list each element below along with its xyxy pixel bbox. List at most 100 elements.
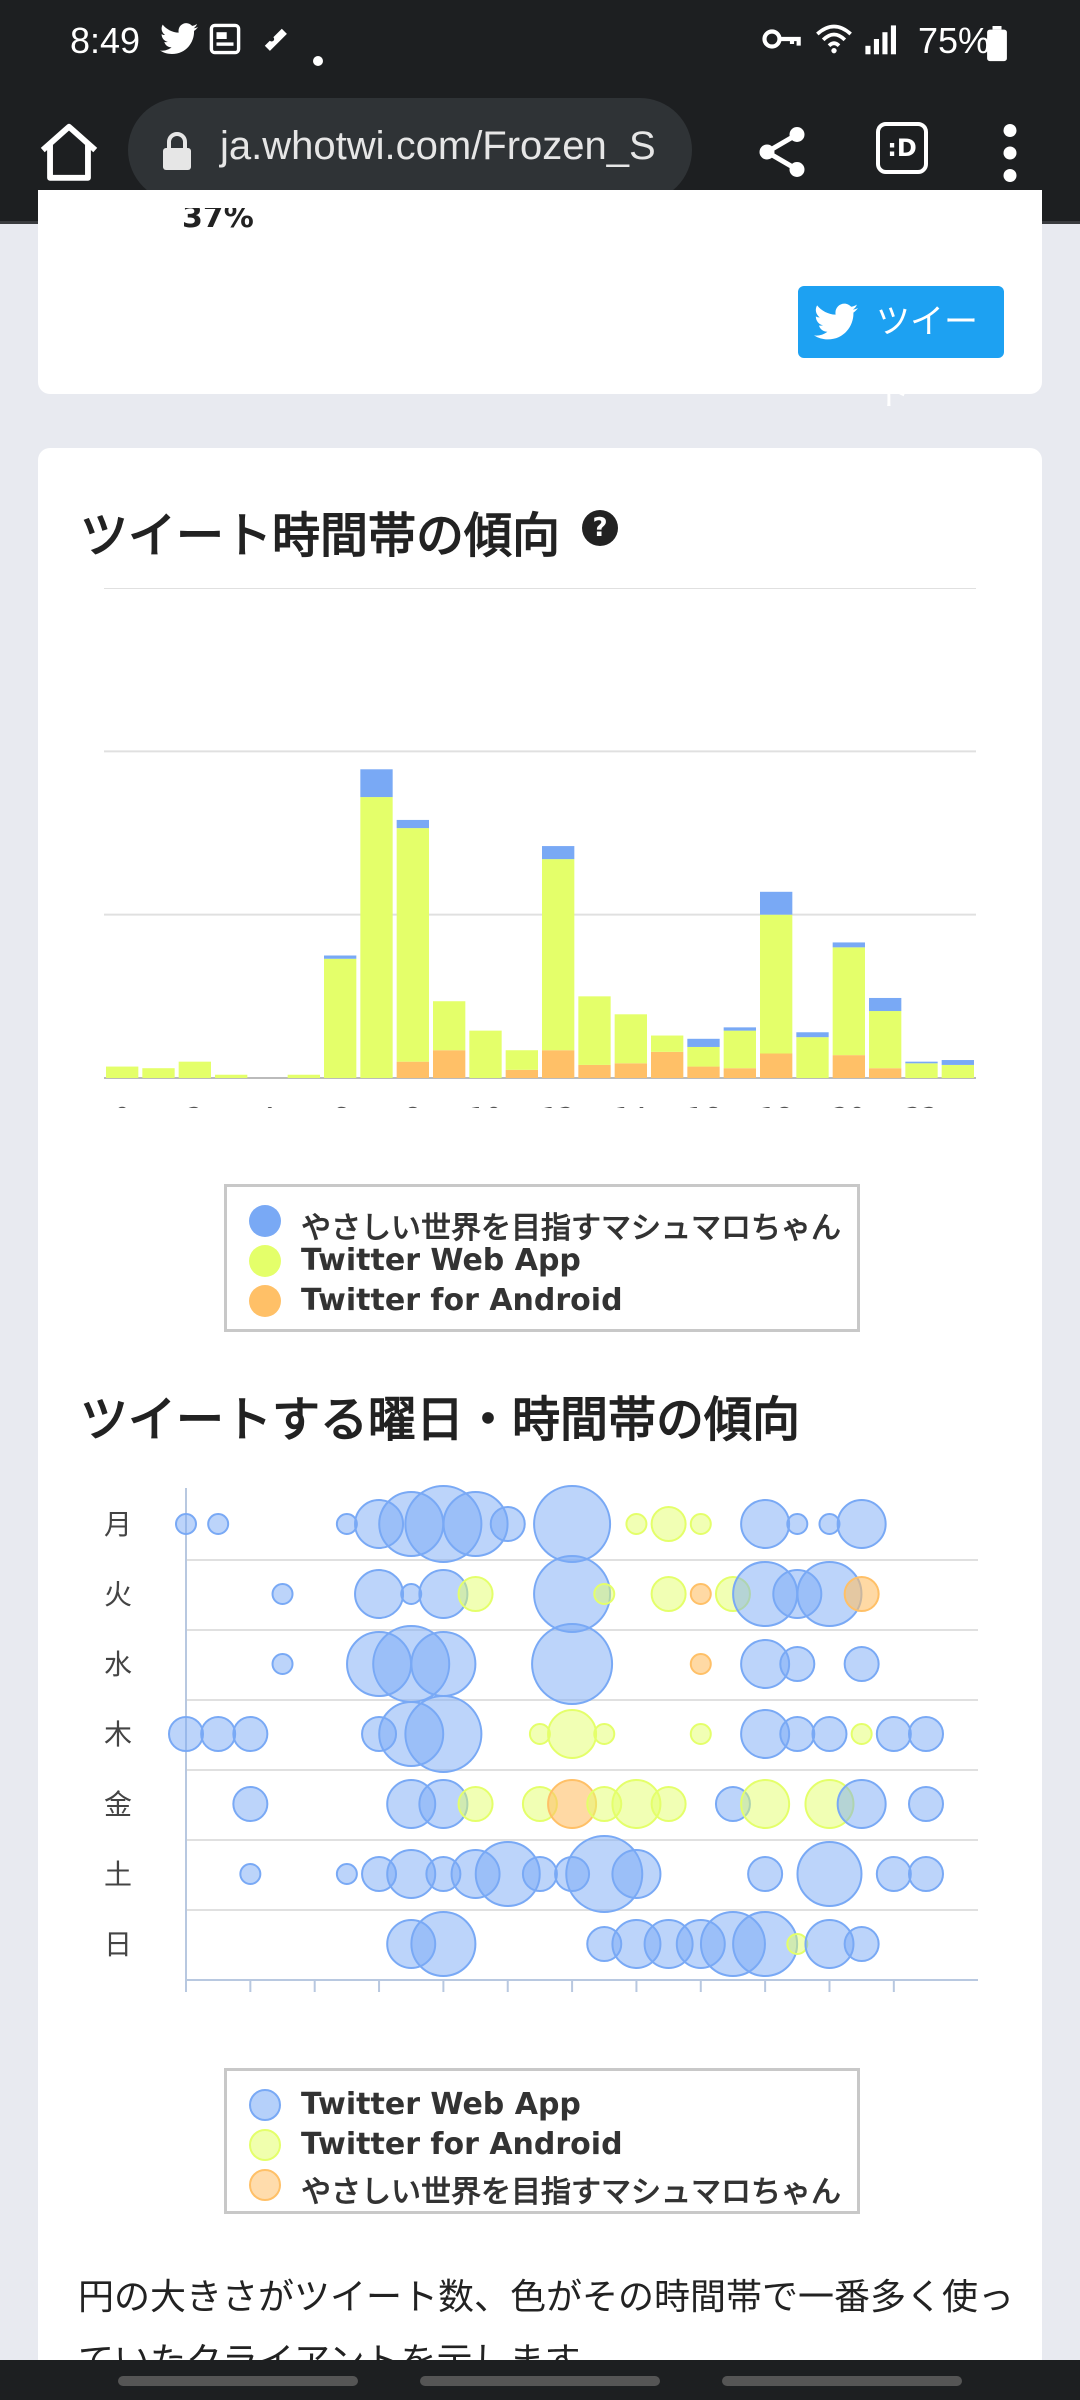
legend-item[interactable]: やさしい世界を目指すマシュマロちゃん xyxy=(227,2165,857,2210)
bar-segment[interactable] xyxy=(542,1050,575,1078)
bar-segment[interactable] xyxy=(360,797,393,1078)
url-bar[interactable]: ja.whotwi.com/Frozen_S xyxy=(128,98,692,202)
bubble-point[interactable] xyxy=(786,1513,809,1535)
bar-segment[interactable] xyxy=(578,996,611,1065)
bubble-point[interactable] xyxy=(489,1506,526,1542)
legend-item[interactable]: Twitter Web App xyxy=(227,2085,857,2125)
bubble-point[interactable] xyxy=(689,1723,712,1745)
bar-segment[interactable] xyxy=(106,1066,139,1078)
tab-switcher-button[interactable]: :D xyxy=(876,122,928,174)
bubble-point[interactable] xyxy=(836,1779,887,1829)
bar-segment[interactable] xyxy=(578,1064,611,1078)
bar-segment[interactable] xyxy=(505,1050,538,1070)
bar-segment[interactable] xyxy=(614,1063,647,1078)
bar-segment[interactable] xyxy=(760,914,793,1054)
bubble-point[interactable] xyxy=(689,1583,712,1605)
bar-segment[interactable] xyxy=(433,1001,466,1051)
bubble-point[interactable] xyxy=(875,1856,912,1892)
bubble-point[interactable] xyxy=(908,1786,944,1822)
bar-segment[interactable] xyxy=(869,997,902,1012)
bar-segment[interactable] xyxy=(324,955,357,959)
bar-segment[interactable] xyxy=(505,1069,538,1078)
bubble-point[interactable] xyxy=(593,1583,616,1605)
bubble-point[interactable] xyxy=(175,1513,197,1535)
bar-segment[interactable] xyxy=(687,1038,720,1047)
bubble-point[interactable] xyxy=(796,1841,863,1907)
bar-segment[interactable] xyxy=(832,1055,865,1078)
bar-segment[interactable] xyxy=(215,1074,248,1078)
bubble-point[interactable] xyxy=(786,1933,809,1955)
nav-home[interactable] xyxy=(420,2376,660,2386)
bar-segment[interactable] xyxy=(869,1068,902,1078)
bar-segment[interactable] xyxy=(941,1064,974,1078)
bubble-point[interactable] xyxy=(779,1646,816,1682)
bar-segment[interactable] xyxy=(687,1066,720,1078)
bar-segment[interactable] xyxy=(178,1061,211,1078)
bubble-point[interactable] xyxy=(528,1723,551,1745)
bar-segment[interactable] xyxy=(760,891,793,915)
bubble-point[interactable] xyxy=(531,1623,614,1705)
bubble-point[interactable] xyxy=(335,1513,358,1535)
bubble-point[interactable] xyxy=(779,1716,816,1752)
bubble-point[interactable] xyxy=(740,1779,791,1829)
bubble-point[interactable] xyxy=(843,1576,880,1612)
bubble-point[interactable] xyxy=(843,1646,880,1682)
bubble-point[interactable] xyxy=(400,1583,423,1605)
bubble-point[interactable] xyxy=(843,1926,880,1962)
bar-segment[interactable] xyxy=(905,1063,938,1078)
bubble-point[interactable] xyxy=(875,1716,912,1752)
share-button[interactable] xyxy=(752,122,812,182)
bar-segment[interactable] xyxy=(905,1061,938,1064)
bubble-point[interactable] xyxy=(200,1716,237,1752)
legend-item[interactable]: Twitter for Android xyxy=(227,2125,857,2165)
bubble-point[interactable] xyxy=(207,1513,230,1535)
bar-segment[interactable] xyxy=(723,1030,756,1069)
bar-segment[interactable] xyxy=(324,958,357,1078)
nav-recents[interactable] xyxy=(118,2376,358,2386)
legend-item[interactable]: Twitter Web App xyxy=(227,1241,857,1281)
bubble-point[interactable] xyxy=(625,1513,648,1535)
bubble-point[interactable] xyxy=(521,1856,558,1892)
bubble-point[interactable] xyxy=(271,1583,294,1605)
tweet-button[interactable]: ツイート xyxy=(798,286,1004,414)
bar-segment[interactable] xyxy=(614,1014,647,1064)
bubble-point[interactable] xyxy=(908,1716,944,1752)
bar-segment[interactable] xyxy=(287,1074,320,1078)
bar-segment[interactable] xyxy=(941,1060,974,1065)
bar-segment[interactable] xyxy=(796,1037,829,1078)
legend-item[interactable]: Twitter for Android xyxy=(227,1281,857,1321)
bubble-point[interactable] xyxy=(232,1716,269,1752)
bubble-point[interactable] xyxy=(457,1576,494,1612)
bubble-point[interactable] xyxy=(271,1653,294,1675)
bar-segment[interactable] xyxy=(396,1061,429,1078)
bubble-point[interactable] xyxy=(354,1569,405,1619)
bubble-point[interactable] xyxy=(818,1513,841,1535)
bubble-point[interactable] xyxy=(239,1863,262,1885)
bubble-point[interactable] xyxy=(650,1506,687,1542)
bar-segment[interactable] xyxy=(723,1068,756,1078)
bar-segment[interactable] xyxy=(723,1027,756,1031)
bar-segment[interactable] xyxy=(832,947,865,1056)
bubble-point[interactable] xyxy=(611,1849,662,1899)
bar-segment[interactable] xyxy=(542,846,575,860)
bubble-point[interactable] xyxy=(811,1716,848,1752)
bar-segment[interactable] xyxy=(396,828,429,1062)
bar-segment[interactable] xyxy=(396,819,429,829)
bubble-point[interactable] xyxy=(740,1499,791,1549)
bubble-point[interactable] xyxy=(747,1856,784,1892)
bubble-point[interactable] xyxy=(457,1786,494,1822)
nav-back[interactable] xyxy=(722,2376,962,2386)
bubble-point[interactable] xyxy=(533,1485,612,1563)
bar-segment[interactable] xyxy=(433,1050,466,1078)
bar-segment[interactable] xyxy=(360,769,393,798)
bar-segment[interactable] xyxy=(651,1035,684,1052)
bubble-point[interactable] xyxy=(593,1723,616,1745)
bar-segment[interactable] xyxy=(687,1046,720,1067)
bar-segment[interactable] xyxy=(651,1051,684,1078)
bubble-point[interactable] xyxy=(410,1631,477,1697)
bubble-point[interactable] xyxy=(547,1709,598,1759)
bubble-point[interactable] xyxy=(650,1786,687,1822)
bubble-point[interactable] xyxy=(689,1513,712,1535)
home-button[interactable] xyxy=(34,118,104,188)
bubble-point[interactable] xyxy=(335,1863,358,1885)
